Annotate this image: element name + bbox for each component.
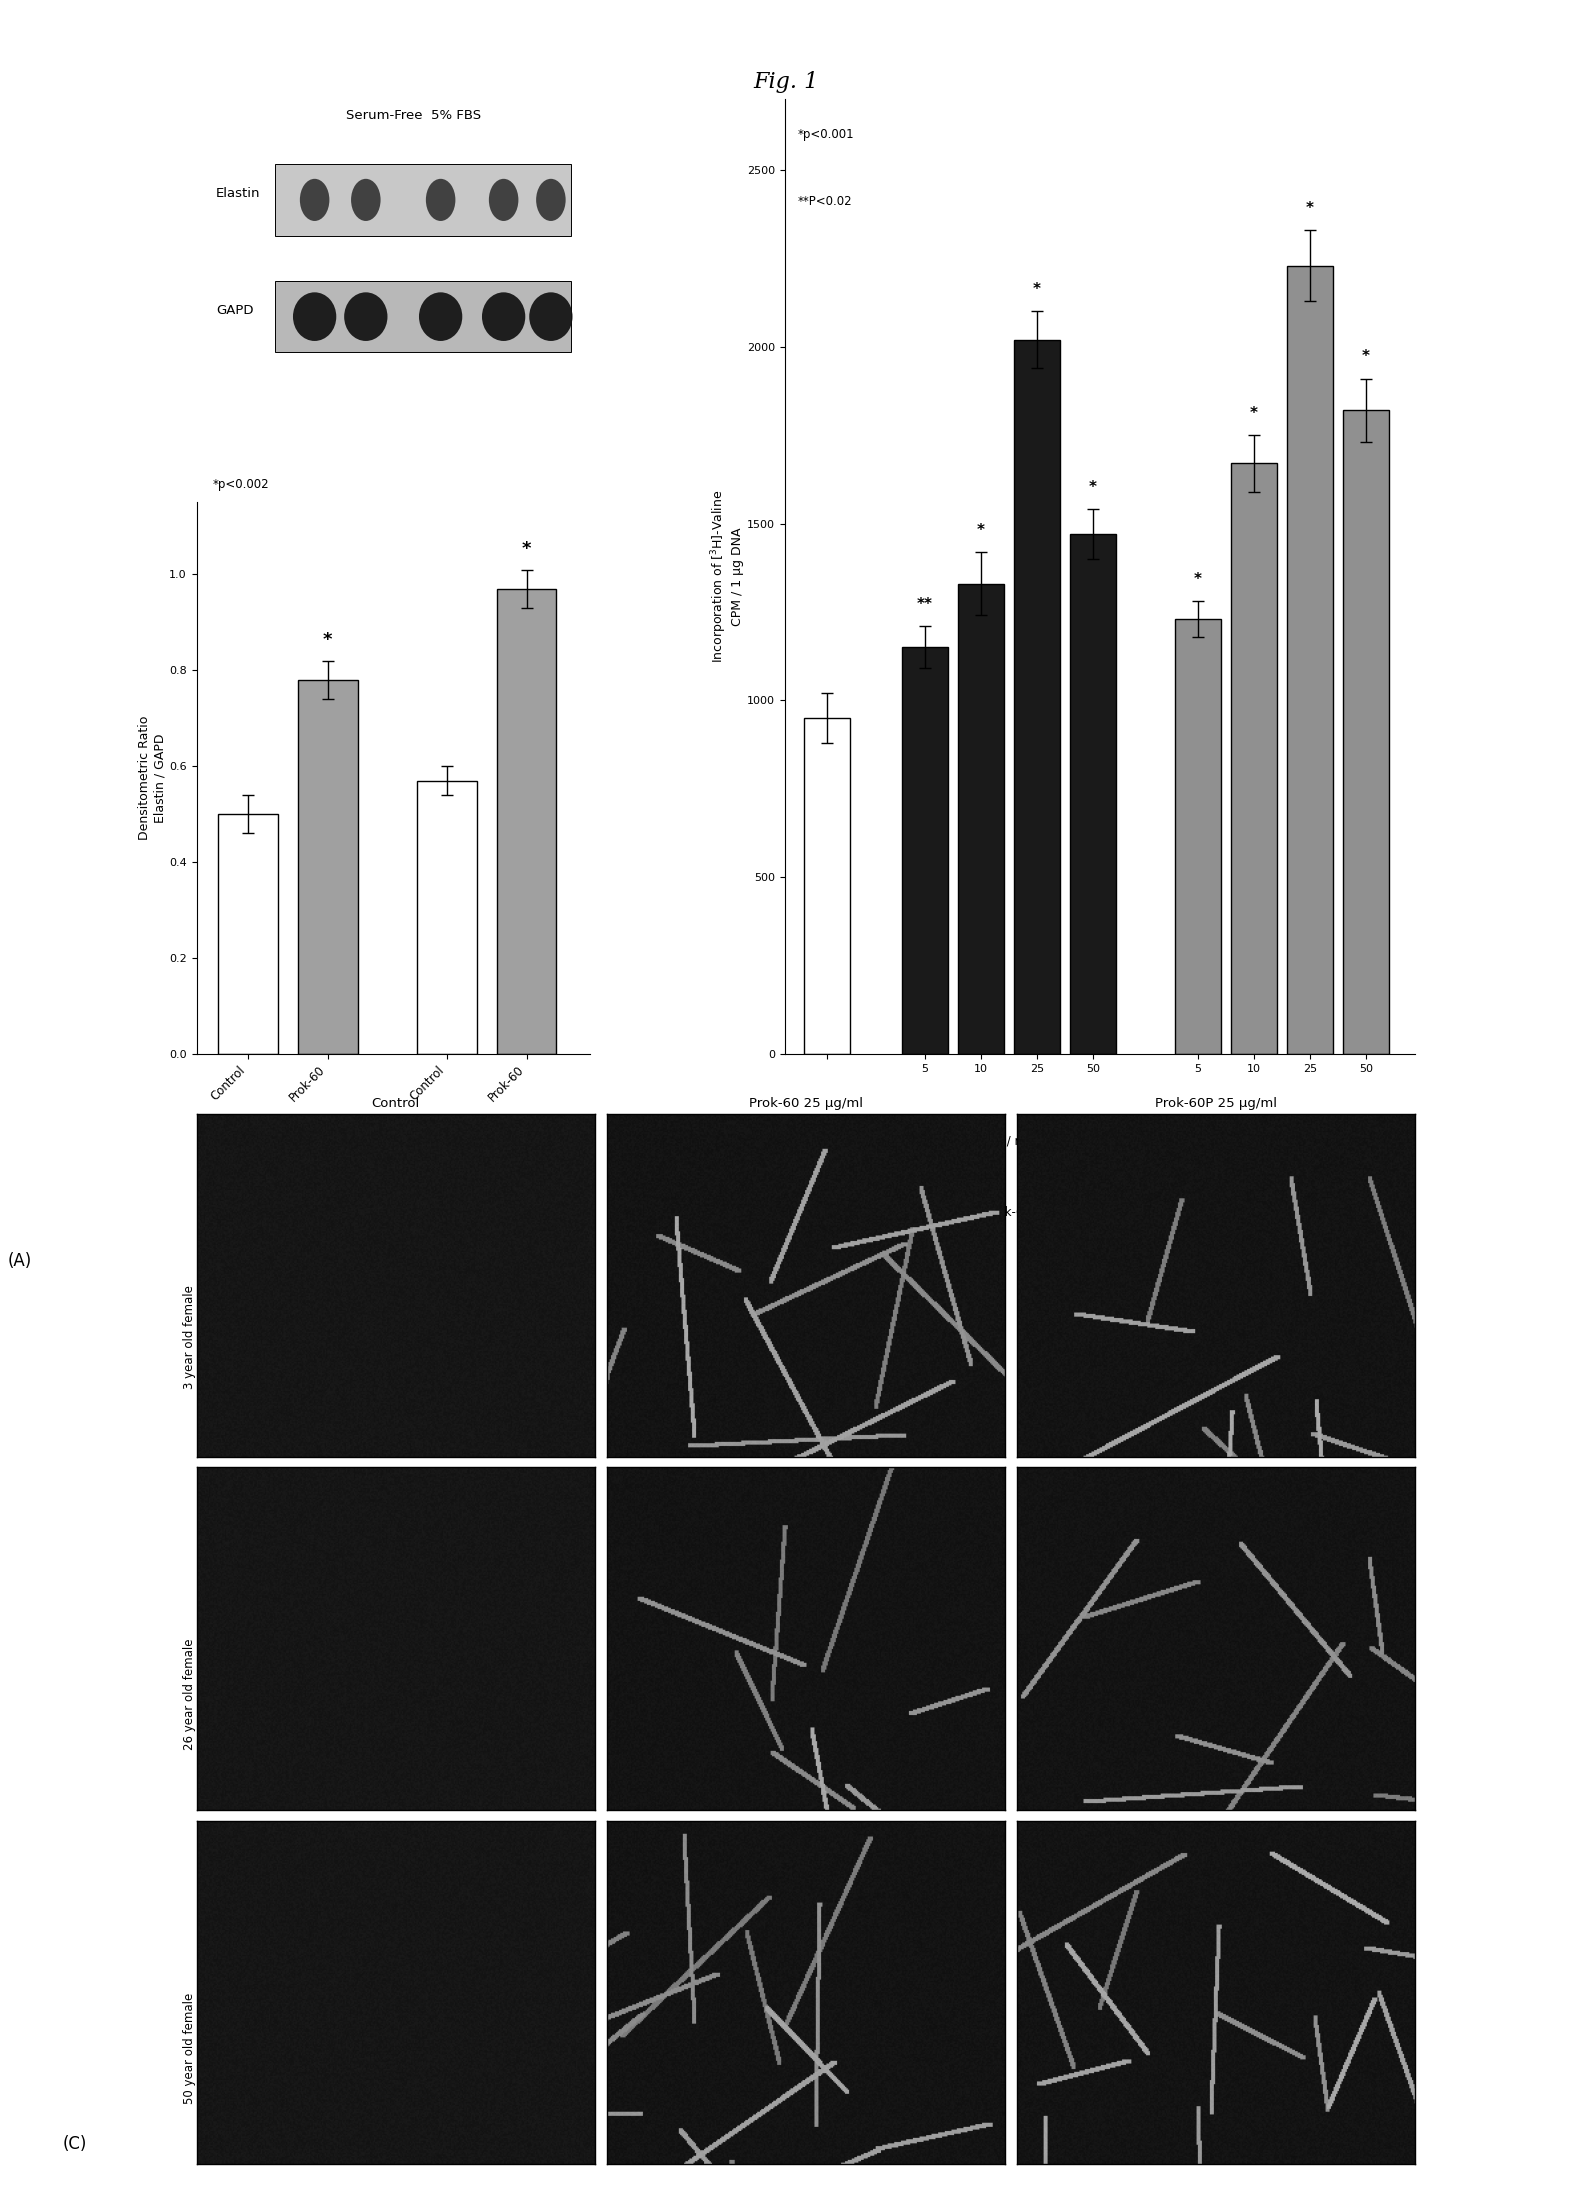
Bar [1014,340,1060,1053]
Text: (C): (C) [63,2135,88,2153]
Text: Prok-60P: Prok-60P [1256,1206,1308,1219]
Text: Control: Control [805,1206,849,1219]
Text: *: * [1250,406,1258,422]
Text: *: * [1089,481,1097,495]
Ellipse shape [489,179,519,221]
Text: Prok-60: Prok-60 [986,1206,1031,1219]
Bar [1342,411,1388,1053]
Text: *: * [1361,349,1369,364]
Y-axis label: 26 year old female: 26 year old female [182,1638,196,1751]
Bar [902,647,948,1053]
FancyBboxPatch shape [275,163,571,236]
Bar [497,590,556,1053]
Ellipse shape [300,179,330,221]
Bar [803,718,849,1053]
Title: Prok-60 25 μg/ml: Prok-60 25 μg/ml [748,1097,863,1111]
Y-axis label: 3 year old female: 3 year old female [182,1285,196,1389]
Ellipse shape [536,179,566,221]
Y-axis label: Densitometric Ratio
Elastin / GAPD: Densitometric Ratio Elastin / GAPD [138,715,167,841]
Text: *: * [1033,283,1041,298]
Text: *p<0.002: *p<0.002 [212,479,269,492]
Ellipse shape [426,179,456,221]
Text: *p<0.001: *p<0.001 [797,128,854,141]
Text: (A): (A) [8,1252,31,1270]
Ellipse shape [420,291,462,340]
Text: *: * [1193,572,1201,587]
Ellipse shape [530,291,572,340]
Ellipse shape [292,291,336,340]
Bar [1071,534,1116,1053]
Text: Elastin: Elastin [217,188,261,201]
Text: Serum-Free  5% FBS: Serum-Free 5% FBS [346,108,481,121]
Ellipse shape [351,179,380,221]
Text: *: * [322,631,333,649]
Text: (B): (B) [1056,1230,1080,1250]
Ellipse shape [483,291,525,340]
Bar [417,782,476,1053]
Bar [957,583,1003,1053]
Text: Fig. 1: Fig. 1 [753,71,819,93]
Ellipse shape [344,291,387,340]
Bar [1174,618,1220,1053]
Y-axis label: 50 year old female: 50 year old female [182,1992,196,2104]
Bar [1231,464,1276,1053]
Text: GAPD: GAPD [217,305,253,316]
Bar [1287,265,1333,1053]
Text: μg / ml: μg / ml [989,1135,1030,1148]
Text: μg / ml: μg / ml [1261,1135,1303,1148]
Bar [299,680,357,1053]
Text: *: * [522,539,531,559]
FancyBboxPatch shape [275,280,571,353]
Text: *: * [1306,201,1314,216]
Title: Control: Control [371,1097,420,1111]
Bar [219,815,278,1053]
Text: **: ** [916,596,932,612]
Text: **P<0.02: **P<0.02 [797,194,852,208]
Y-axis label: Incorporation of [$^3$H]-Valine
CPM / 1 μg DNA: Incorporation of [$^3$H]-Valine CPM / 1 … [709,490,744,662]
Title: Prok-60P 25 μg/ml: Prok-60P 25 μg/ml [1155,1097,1276,1111]
Text: *: * [976,523,984,539]
